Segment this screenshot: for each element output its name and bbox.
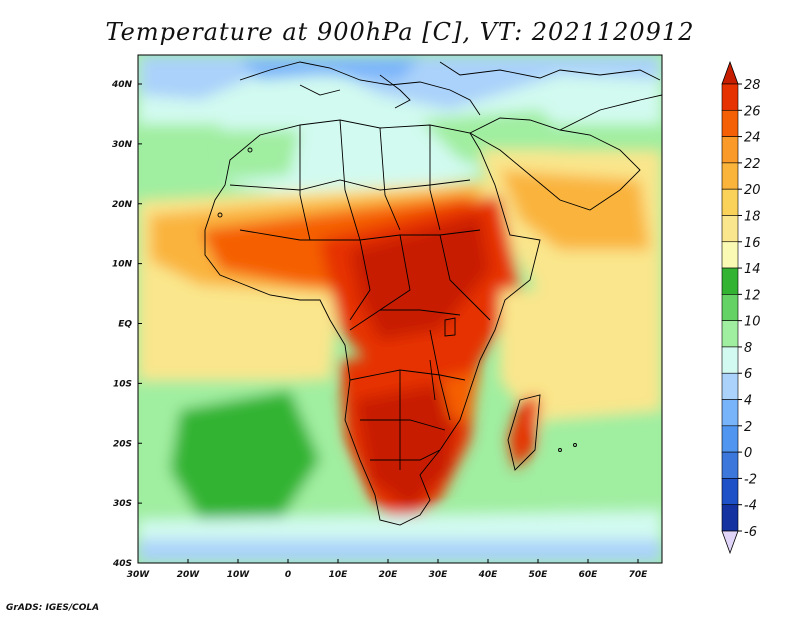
- colorbar-label: 10: [744, 315, 761, 330]
- colorbar-segment: [721, 478, 739, 506]
- colorbar-label: -4: [744, 499, 757, 514]
- colorbar-label: 4: [744, 394, 752, 409]
- colorbar-segment: [721, 215, 739, 243]
- colorbar-segment: [721, 241, 739, 269]
- colorbar-label: 6: [744, 367, 752, 382]
- colorbar-segment: [721, 294, 739, 321]
- y-tick-label: 20N: [112, 200, 133, 210]
- map-field: [138, 55, 662, 563]
- colorbar-max-triangle: [721, 60, 739, 85]
- colorbar-min-triangle: [721, 530, 739, 555]
- y-tick-label: 30N: [112, 140, 133, 150]
- colorbar-segment: [721, 267, 739, 295]
- colorbar-segment: [721, 162, 739, 190]
- colorbar-label: 16: [744, 236, 761, 251]
- y-tick-label: 10S: [113, 379, 132, 389]
- x-tick-label: 10E: [329, 570, 349, 580]
- colorbar-label: 12: [744, 288, 761, 303]
- colorbar-label: 24: [744, 131, 761, 146]
- grads-credit: GrADS: IGES/COLA: [6, 603, 100, 613]
- coastlines: [204, 61, 662, 526]
- y-tick-label: 40N: [111, 80, 133, 90]
- x-tick-label: 60E: [579, 570, 599, 580]
- x-tick-label: 50E: [529, 570, 549, 580]
- colorbar-label: -6: [744, 525, 757, 540]
- x-tick-label: 30E: [429, 570, 449, 580]
- chart-title: Temperature at 900hPa [C], VT: 202112091…: [105, 18, 695, 46]
- x-tick-label: 40E: [478, 570, 499, 580]
- y-axis: 40N 30N 20N 10N EQ 10S 20S 30S 40S: [111, 80, 142, 569]
- colorbar-label: 20: [744, 183, 761, 198]
- colorbar-label: 8: [744, 341, 752, 356]
- y-tick-label: 20S: [113, 439, 132, 449]
- colorbar-segment: [721, 451, 739, 479]
- y-tick-label: 40S: [112, 559, 132, 569]
- colorbar-label: 26: [744, 104, 761, 119]
- x-tick-label: 70E: [629, 570, 649, 580]
- plot-frame: [137, 54, 663, 564]
- colorbar-label: 28: [744, 78, 761, 93]
- x-tick-label: 20E: [379, 570, 399, 580]
- colorbar-segment: [721, 425, 739, 453]
- colorbar-segment: [721, 188, 739, 216]
- colorbar-label: 0: [744, 446, 752, 461]
- x-tick-label: 30W: [127, 570, 151, 580]
- x-tick-label: 0: [285, 570, 291, 580]
- colorbar-label: 18: [744, 209, 761, 224]
- x-tick-label: 10W: [227, 570, 251, 580]
- colorbar-label: -2: [744, 472, 757, 487]
- colorbar-segment: [721, 83, 739, 111]
- colorbar-segment: [721, 136, 739, 164]
- colorbar-segment: [721, 320, 739, 348]
- y-tick-label: 30S: [113, 499, 132, 509]
- colorbar-segment: [721, 399, 739, 427]
- colorbar-segment: [721, 346, 739, 374]
- colorbar-segment: [721, 109, 739, 137]
- colorbar-segment: [721, 504, 739, 532]
- colorbar-label: 22: [744, 157, 761, 172]
- colorbar-segment: [721, 372, 739, 400]
- x-axis: 30W 20W 10W 0 10E 20E 30E 40E 50E 60E 70E: [127, 559, 648, 580]
- y-tick-label: 10N: [112, 260, 133, 270]
- colorbar-label: 2: [744, 420, 752, 435]
- y-tick-label: EQ: [118, 320, 132, 330]
- colorbar-label: 14: [744, 262, 761, 277]
- x-tick-label: 20W: [177, 570, 201, 580]
